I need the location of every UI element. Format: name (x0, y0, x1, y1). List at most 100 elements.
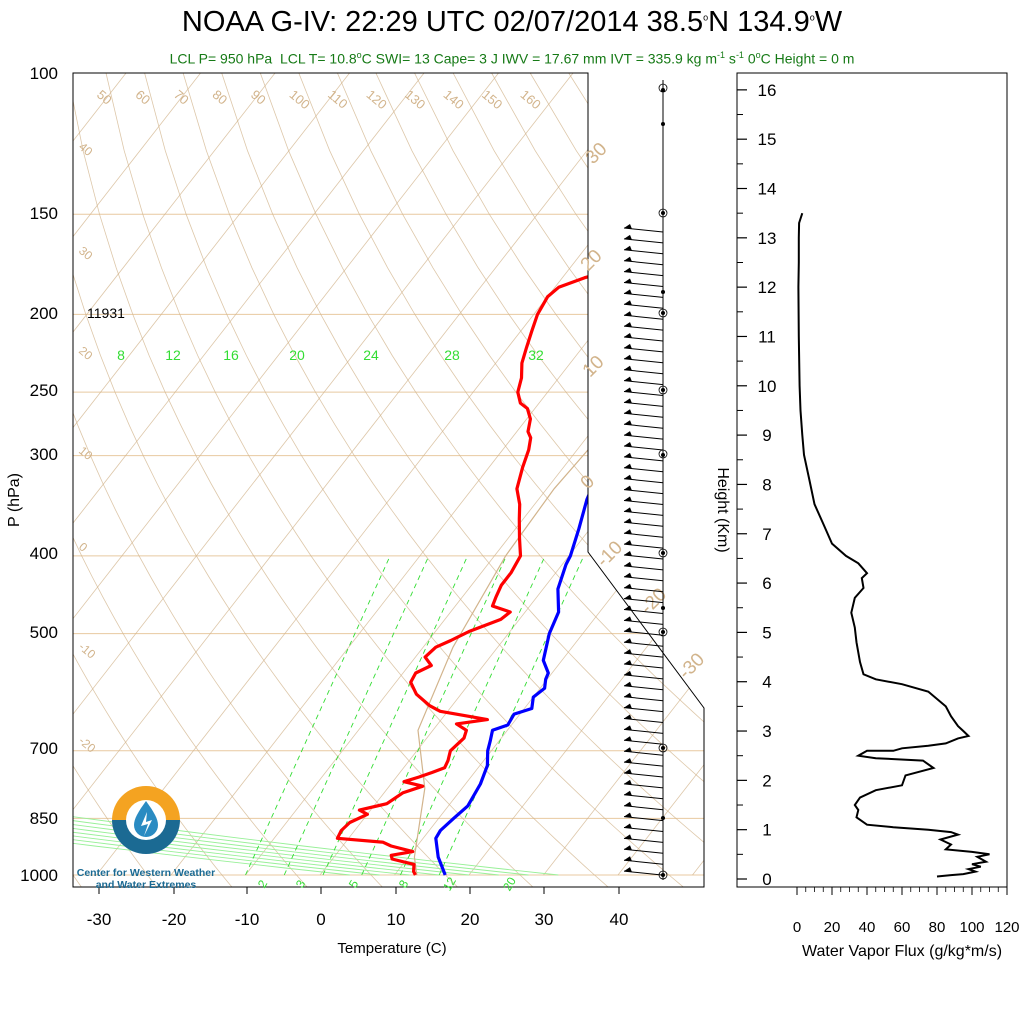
temperature-tick-label: 0 (316, 910, 325, 929)
title-lon-degree: o (809, 12, 815, 23)
isotherm-label: 40 (76, 140, 95, 160)
isotherm-label: 50 (94, 87, 115, 108)
mixing-ratio-line (361, 555, 507, 876)
dry-adiabat-line (298, 73, 704, 887)
pressure-tick-label: 700 (30, 739, 58, 758)
pressure-tick-label: 100 (30, 64, 58, 83)
wind-barb-flag (624, 758, 632, 764)
isotherm-line (96, 73, 704, 876)
wind-barb-flag (624, 398, 632, 404)
dry-adiabat-line (221, 73, 704, 887)
height-tick-label: 12 (758, 278, 777, 297)
dry-adiabat-line (73, 73, 388, 887)
dry-adiabat-line (105, 73, 614, 887)
mixing-ratio-label: 16 (223, 347, 239, 363)
flux-tick-label: 100 (959, 919, 984, 936)
wind-level-dot (661, 816, 665, 820)
isotherm-label: 30 (76, 244, 95, 264)
wind-level-ring (658, 627, 668, 637)
wind-barb-flag (624, 289, 632, 295)
wind-barb-flag (624, 529, 632, 535)
flux-tick-label: 0 (793, 919, 801, 936)
wind-barb-flag (624, 300, 632, 306)
wind-barb-flag (624, 354, 632, 360)
wind-barb-flag (624, 256, 632, 262)
isotherm-line (73, 73, 425, 876)
isotherm-label: 130 (402, 87, 428, 112)
wind-barb-flag (624, 812, 632, 818)
dry-adiabat-line (73, 73, 237, 887)
wind-barb-flag (624, 561, 632, 567)
stat-main: C SWI= 13 Cape= 3 J IWV = 17.67 mm IVT =… (361, 50, 718, 67)
wind-barb-flag (624, 322, 632, 328)
wind-barb-flag (624, 649, 632, 655)
wind-barb-flag (624, 725, 632, 731)
wind-level-ring (658, 449, 668, 459)
wind-barb-flag (624, 496, 632, 502)
wind-level-dot (661, 290, 665, 294)
isotherm-label: 20 (76, 344, 95, 364)
isotherm-label: 90 (248, 87, 269, 108)
wind-barb-flag (624, 856, 632, 862)
wind-barb-flag (624, 311, 632, 317)
dry-adiabat-line (337, 73, 704, 887)
dry-adiabat-line (529, 73, 704, 887)
wind-barb-flag (624, 823, 632, 829)
flux-axis-title: Water Vapor Flux (g/kg*m/s) (802, 943, 1002, 960)
mixing-ratio-label: 8 (396, 877, 412, 890)
isotherm-line (73, 73, 201, 876)
stat-zero-height: C Height = 0 m (760, 50, 855, 67)
wind-barb-flag (624, 681, 632, 687)
wind-level-dot (661, 122, 665, 126)
wind-level-dot (661, 211, 665, 215)
wind-barb-flag (624, 627, 632, 633)
temperature-axis-title: Temperature (C) (337, 940, 446, 957)
stat-lcl-t: LCL T= 10.8 (279, 50, 357, 67)
temperature-tick-label: -10 (235, 910, 260, 929)
temperature-tick-label: 30 (535, 910, 554, 929)
dry-adiabat-line (684, 73, 704, 887)
dry-adiabat-line (645, 73, 704, 887)
mixing-ratio-label: 8 (117, 347, 125, 363)
isotherm-line (73, 73, 276, 876)
flux-tick-label: 40 (859, 919, 876, 936)
moist-adiabat-line (73, 555, 440, 876)
wind-barb-flag (624, 769, 632, 774)
stat-lcl-t-degree: o (356, 50, 362, 60)
wind-barb-flag (624, 703, 632, 709)
mixing-ratio-label: 12 (440, 874, 459, 893)
title-suffix: W (814, 6, 843, 38)
height-tick-label: 2 (762, 771, 771, 790)
wind-barb-column (623, 80, 668, 880)
height-tick-label: 13 (758, 229, 777, 248)
wind-barb-flag (624, 234, 632, 240)
dry-adiabat-line (182, 73, 704, 887)
height-tick-label: 1 (762, 821, 771, 840)
isotherm-label: -20 (76, 734, 99, 756)
wind-level-dot (661, 551, 665, 555)
flux-tick-label: 120 (994, 919, 1019, 936)
mixing-ratio-label: 20 (500, 874, 519, 893)
isotherm-label: 110 (325, 87, 351, 112)
flux-tick-label: 20 (824, 919, 841, 936)
figure-stats: LCL P= 950 hPa LCL T= 10.8oC SWI= 13 Cap… (0, 50, 1024, 67)
flux-tick-label: 80 (929, 919, 946, 936)
dry-adiabat-line (73, 73, 312, 887)
height-tick-label: 10 (758, 377, 777, 396)
wind-level-dot (661, 746, 665, 750)
height-tick-label: 11 (758, 327, 776, 346)
height-tick-label: 4 (762, 673, 771, 692)
dry-adiabat-line (259, 73, 704, 887)
wind-barb-flag (624, 452, 632, 458)
wind-level-dot (661, 311, 665, 315)
temperature-tick-label: 20 (461, 910, 480, 929)
wind-barb-flag (624, 540, 632, 546)
logo-text-line1: Center for Western Weather (76, 867, 216, 879)
temperature-tick-label: 40 (610, 910, 629, 929)
wind-barb-flag (624, 431, 632, 437)
wind-barb-flag (624, 507, 632, 513)
pressure-tick-label: 300 (30, 445, 58, 464)
mixing-ratio-label: 28 (444, 347, 460, 363)
wind-barb-flag (624, 790, 632, 796)
